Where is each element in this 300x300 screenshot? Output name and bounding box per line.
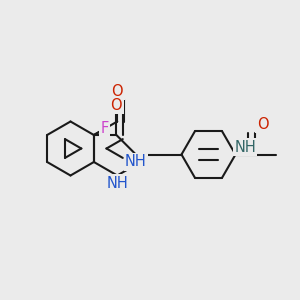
Text: NH: NH bbox=[106, 176, 128, 190]
Text: O: O bbox=[112, 84, 123, 99]
Text: F: F bbox=[100, 122, 108, 136]
Text: NH: NH bbox=[234, 140, 256, 154]
Text: O: O bbox=[111, 98, 122, 112]
Text: NH: NH bbox=[125, 154, 147, 169]
Text: O: O bbox=[257, 117, 268, 132]
